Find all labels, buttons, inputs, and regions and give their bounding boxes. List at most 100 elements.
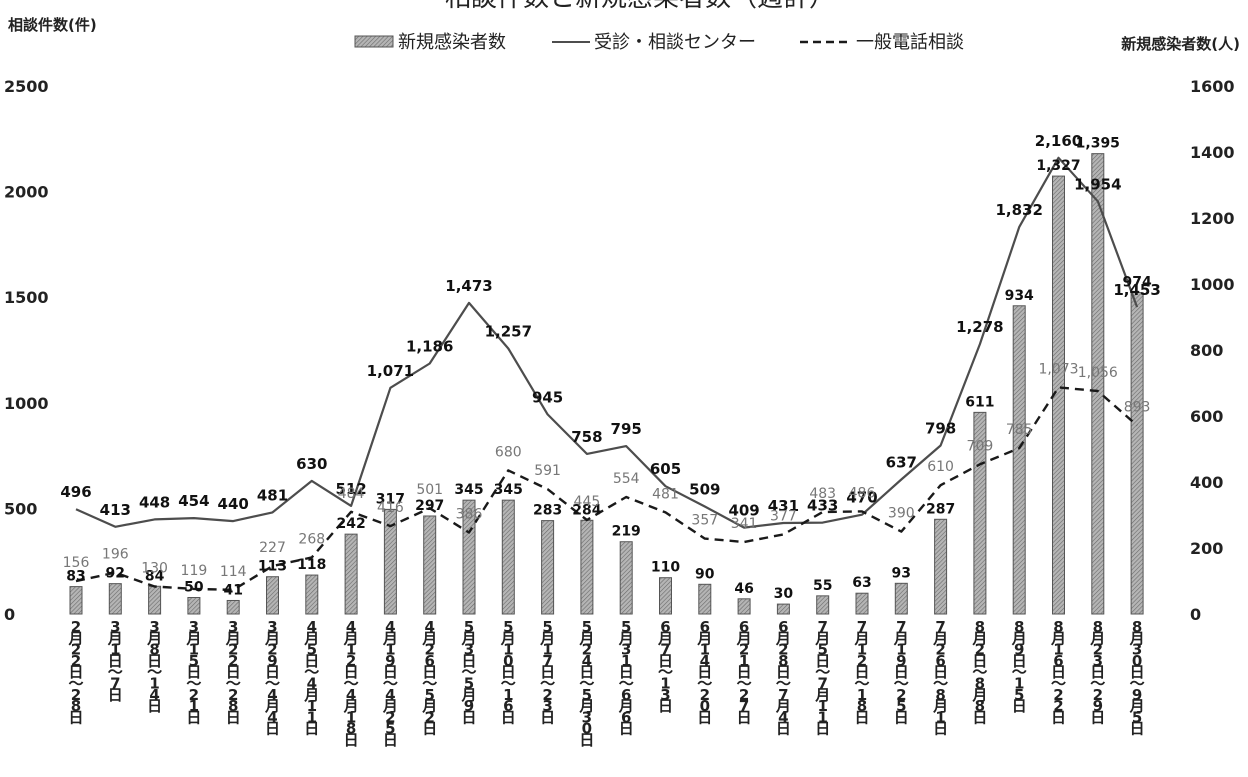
- bar-value-label: 90: [695, 566, 715, 582]
- bar: [698, 583, 712, 615]
- line-general-phone: [75, 386, 1138, 592]
- y-right-tick-label: 200: [1190, 539, 1223, 558]
- bar-value-label: 345: [494, 482, 523, 498]
- bar: [659, 577, 672, 615]
- line-value-label: 637: [886, 453, 917, 471]
- x-category-label: 4 月 2 6 日～ 5 月 2 日: [421, 618, 437, 738]
- x-category-label: 5 月 3 1 日～ 6 月 6 日: [618, 618, 634, 738]
- dashed-value-label: 591: [534, 463, 561, 479]
- legend-label-bar: 新規感染者数: [398, 32, 506, 53]
- bar: [1012, 305, 1026, 615]
- x-category-label: 2 月 2 2 日～ 2 8 日: [67, 618, 83, 726]
- bar-value-label: 934: [1005, 288, 1034, 304]
- bar: [148, 585, 162, 615]
- line-value-label: 433: [807, 497, 838, 515]
- y-left-tick-label: 500: [4, 499, 37, 518]
- dashed-value-label: 1,073: [1038, 361, 1078, 377]
- dashed-value-label: 390: [888, 506, 915, 522]
- data-labels: 83 92 84 50 41 113 118 242 317 297 345 345 283 284 219…: [60, 132, 1160, 602]
- bar-value-label: 118: [297, 557, 326, 573]
- y-right-tick-label: 0: [1190, 605, 1201, 624]
- y-left-tick-label: 0: [4, 605, 15, 624]
- y-left-axis-label: 相談件数(件): [8, 16, 97, 34]
- dashed-value-label: 130: [141, 561, 168, 577]
- bar-value-label: 92: [106, 566, 125, 582]
- bar-value-label: 46: [734, 581, 753, 597]
- line-value-label: 512: [335, 480, 366, 498]
- dashed-value-label: 416: [377, 500, 404, 516]
- bar-value-label: 283: [533, 503, 562, 519]
- dashed-value-label: 227: [259, 540, 286, 556]
- dashed-value-label: 709: [967, 438, 994, 454]
- bar-value-label: 287: [926, 501, 955, 517]
- bar-value-label: 30: [774, 586, 794, 602]
- bar-value-label: 974: [1122, 275, 1151, 291]
- bar-value-label: 84: [145, 568, 165, 584]
- x-category-label: 8 月 2 3 日～ 2 9 日: [1089, 618, 1105, 726]
- x-category-label: 5 月 3 日～ 5 月 9 日: [460, 618, 476, 726]
- legend-label-dashed: 一般電話相談: [856, 32, 964, 53]
- y-left-tick-label: 1000: [4, 394, 49, 413]
- bar: [383, 508, 397, 615]
- legend-swatch-bar: [354, 35, 394, 48]
- line-value-label: 509: [689, 480, 720, 498]
- y-right-tick-label: 400: [1190, 473, 1223, 492]
- dashed-value-label: 481: [652, 486, 679, 502]
- x-category-label: 7 月 1 2 日～ 1 8 日: [853, 618, 869, 726]
- bar-value-label: 317: [376, 491, 405, 507]
- bar-value-label: 93: [892, 565, 911, 581]
- line-value-label: 630: [296, 455, 327, 473]
- line-value-label: 413: [100, 501, 131, 519]
- line-value-label: 496: [60, 483, 91, 501]
- line-value-label: 470: [846, 489, 877, 507]
- x-category-label: 5 月 1 7 日～ 2 3 日: [539, 618, 555, 726]
- bar: [816, 595, 830, 615]
- line-value-label: 454: [178, 492, 209, 510]
- x-category-label: 3 月 8 日～ 1 4 日: [146, 618, 162, 715]
- bar: [501, 499, 515, 615]
- bar-value-label: 611: [965, 394, 994, 410]
- bar: [187, 597, 201, 615]
- bar: [266, 576, 279, 615]
- line-consultation-center: [75, 156, 1139, 529]
- dashed-value-label: 119: [181, 563, 208, 579]
- x-category-label: 6 月 2 1 日～ 2 7 日: [736, 618, 752, 726]
- bar-value-label: 242: [336, 516, 365, 532]
- line-value-label: 448: [139, 493, 170, 511]
- x-category-label: 8 月 2 日～ 8 月 8 日: [971, 618, 987, 726]
- dashed-value-label: 156: [63, 555, 90, 571]
- dashed-value-label: 486: [849, 485, 876, 501]
- x-category-label: 7 月 5 日～ 7 月 1 1 日: [814, 618, 830, 738]
- bar: [1130, 292, 1144, 615]
- line-value-label: 758: [571, 428, 602, 446]
- legend-label-line: 受診・相談センター: [594, 32, 756, 53]
- line-value-label: 1,453: [1113, 281, 1160, 299]
- bar-value-label: 41: [223, 582, 242, 598]
- x-category-label: 6 月 1 4 日～ 2 0 日: [696, 618, 712, 726]
- y-right-tick-label: 1400: [1190, 143, 1235, 162]
- x-category-label: 6 月 2 8 日～ 7 月 4 日: [775, 618, 791, 738]
- legend: 新規感染者数 受診・相談センター 一般電話相談: [354, 32, 964, 53]
- dashed-value-label: 785: [1006, 422, 1033, 438]
- dashed-value-label: 386: [456, 506, 483, 522]
- bar-value-label: 55: [813, 578, 832, 594]
- y-right-tick-label: 600: [1190, 407, 1223, 426]
- x-category-label: 4 月 1 9 日～ 4 月 2 5 日: [382, 618, 398, 749]
- x-category-label: 7 月 2 6 日～ 8 月 1 日: [932, 618, 948, 738]
- x-category-label: 8 月 1 6 日～ 2 2 日: [1050, 618, 1066, 726]
- x-axis-labels: 2 月 2 2 日～ 2 8 日 3 月 1 日～ 7 日 3 月 8 日～ 1 4 日 3 月 1 5 日～ 2 1 日 3 月 2 2 日～ 2…: [67, 618, 1144, 749]
- dashed-value-label: 196: [102, 547, 129, 563]
- bar: [226, 599, 240, 615]
- dashed-value-label: 483: [809, 486, 836, 502]
- line-series: [75, 156, 1139, 592]
- y-left-tick-label: 2500: [4, 77, 49, 96]
- x-category-label: 7 月 1 9 日～ 2 5 日: [893, 618, 909, 726]
- bar-value-label: 63: [852, 575, 871, 591]
- dashed-value-label: 268: [298, 531, 325, 547]
- chart-title: 相談件数と新規感染者数（週計）: [445, 0, 835, 13]
- line-value-label: 605: [650, 460, 681, 478]
- x-category-label: 4 月 1 2 日～ 4 月 1 8 日: [343, 618, 359, 749]
- x-category-label: 3 月 2 9 日～ 4 月 4 日: [264, 618, 280, 738]
- bar: [855, 592, 869, 615]
